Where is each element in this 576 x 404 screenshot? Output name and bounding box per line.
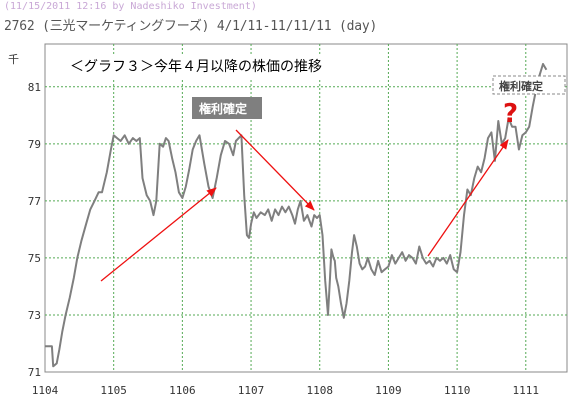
y-tick-label: 73 <box>28 309 41 322</box>
x-tick-label: 1109 <box>375 384 402 397</box>
kenri-label-text: 権利確定 <box>199 101 247 116</box>
x-tick-label: 1107 <box>238 384 265 397</box>
kenri-label-box <box>192 97 262 119</box>
annotation-title-text: ＜グラフ３＞今年４月以降の株価の推移 <box>70 59 322 75</box>
price-series-line <box>45 63 548 368</box>
arrow-down <box>235 129 315 211</box>
question-mark: ? <box>503 99 518 129</box>
x-tick-label: 1106 <box>169 384 196 397</box>
y-tick-label: 71 <box>28 366 41 379</box>
x-tick-label: 1104 <box>32 384 59 397</box>
chart-title-header: 2762 (三光マーケティングフーズ) 4/1/11-11/11/11 (day… <box>4 19 378 34</box>
x-tick-label: 1105 <box>100 384 127 397</box>
x-tick-label: 1108 <box>306 384 333 397</box>
timestamp-header: (11/15/2011 12:16 by Nadeshiko Investmen… <box>4 1 257 12</box>
arrow-up-1 <box>100 187 217 282</box>
y-tick-label: 79 <box>28 138 41 151</box>
y-tick-label: 77 <box>28 195 41 208</box>
plot-area <box>44 43 568 373</box>
x-axis-ticks: 1104 1105 1106 1107 1108 1109 1110 1111 <box>32 384 539 397</box>
y-axis-ticks: 71 73 75 77 79 81 <box>28 81 41 379</box>
grid <box>45 44 567 372</box>
kenri-future-text: 権利確定 <box>499 79 543 93</box>
x-tick-label: 1111 <box>513 384 540 397</box>
y-tick-label: 75 <box>28 252 41 265</box>
annotation-title-box <box>66 54 328 78</box>
y-tick-label: 81 <box>28 81 41 94</box>
x-tick-label: 1110 <box>444 384 471 397</box>
arrow-up-2 <box>427 139 509 257</box>
y-axis-unit-label: 千 <box>8 53 19 66</box>
kenri-future-box <box>492 75 566 95</box>
